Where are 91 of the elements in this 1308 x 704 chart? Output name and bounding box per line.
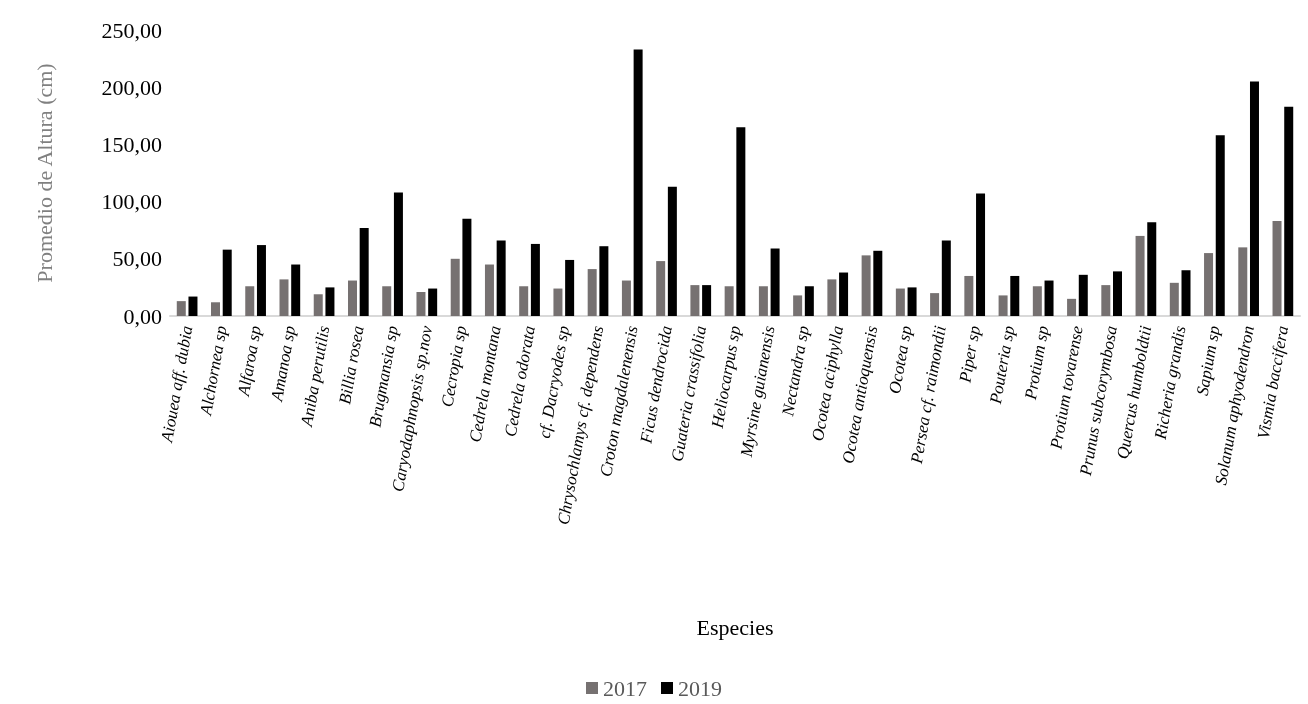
bar <box>1078 274 1088 316</box>
bar <box>188 296 198 316</box>
bar <box>793 295 803 316</box>
bar <box>496 240 506 316</box>
y-tick-label: 250,00 <box>101 17 162 43</box>
x-tick-label: Protium sp <box>1020 324 1053 402</box>
x-tick-label: Alfaroa sp <box>233 324 265 399</box>
y-axis-title: Promedio de Altura (cm) <box>31 63 57 283</box>
bar <box>1284 106 1294 316</box>
bar <box>804 286 814 316</box>
bar <box>313 294 323 316</box>
bar <box>873 250 883 316</box>
bar <box>325 287 335 316</box>
bar <box>462 218 472 316</box>
x-tick-label: Pouteria sp <box>985 324 1019 407</box>
bar <box>895 288 905 316</box>
bar <box>382 286 392 316</box>
x-tick-label: Ocotea sp <box>884 324 916 396</box>
bar <box>656 261 666 316</box>
bar <box>291 264 301 316</box>
x-tick-label: Vismia baccifera <box>1253 324 1293 441</box>
bar <box>1101 285 1111 316</box>
bar <box>976 193 986 316</box>
y-tick-label: 50,00 <box>112 246 162 272</box>
bar <box>907 287 917 316</box>
bar <box>1215 135 1225 316</box>
legend-label: 2019 <box>678 675 722 701</box>
x-tick-label: Richeria grandis <box>1150 323 1190 442</box>
bar <box>1044 280 1054 316</box>
bar <box>1204 253 1214 316</box>
bar <box>416 291 426 316</box>
bar <box>930 293 940 316</box>
bar <box>1147 222 1157 316</box>
bar <box>256 245 266 316</box>
y-tick-label: 200,00 <box>101 74 162 100</box>
bar <box>861 255 871 316</box>
legend-label: 2017 <box>603 675 647 701</box>
bar <box>1032 286 1042 316</box>
bar <box>690 285 700 316</box>
x-tick-label: Amanoa sp <box>267 324 300 404</box>
x-tick-label: Heliocarpus sp <box>707 324 745 431</box>
x-tick-label: Cecropia sp <box>437 324 471 409</box>
y-tick-label: 150,00 <box>101 131 162 157</box>
bar <box>827 279 837 316</box>
bar <box>621 280 631 316</box>
bar <box>530 243 540 316</box>
bar <box>245 286 255 316</box>
bar <box>484 264 494 316</box>
bar <box>393 192 403 316</box>
bar <box>998 295 1008 316</box>
bar <box>941 240 951 316</box>
bar <box>587 269 597 316</box>
bar <box>1067 298 1077 316</box>
x-axis-title: Especies <box>696 614 774 640</box>
bar <box>724 286 734 316</box>
bar <box>347 280 357 316</box>
bar <box>1181 270 1191 316</box>
bar <box>359 227 369 316</box>
bar <box>450 258 460 316</box>
bar <box>1135 235 1145 316</box>
bar <box>1169 282 1179 316</box>
bar <box>211 302 221 316</box>
bar <box>1113 271 1123 316</box>
bar <box>758 286 768 316</box>
x-tick-label: Piper sp <box>955 324 985 385</box>
x-tick-label: Alchornea sp <box>196 324 231 418</box>
y-tick-label: 100,00 <box>101 189 162 215</box>
bar <box>553 288 563 316</box>
bar <box>633 49 643 316</box>
bar <box>1010 275 1020 316</box>
bar <box>176 301 186 316</box>
bar <box>770 248 780 316</box>
bar <box>565 259 575 316</box>
bar <box>222 249 232 316</box>
bar <box>667 186 677 316</box>
bar <box>702 285 712 316</box>
x-tick-label: Brugmansia sp <box>365 324 402 429</box>
bar <box>279 279 289 316</box>
x-tick-label: Billia rosea <box>335 324 368 406</box>
bar <box>1238 247 1248 316</box>
bar <box>428 288 438 316</box>
bar <box>519 286 529 316</box>
bar <box>1249 81 1259 316</box>
x-tick-label: Ficus dendrocida <box>636 324 676 446</box>
bar <box>964 275 974 316</box>
bar <box>599 246 609 316</box>
x-tick-label: Nectandra sp <box>778 324 813 419</box>
bar <box>1272 221 1282 316</box>
bar <box>839 272 849 316</box>
bar <box>736 127 746 316</box>
x-tick-label: Sapium sp <box>1192 324 1224 397</box>
